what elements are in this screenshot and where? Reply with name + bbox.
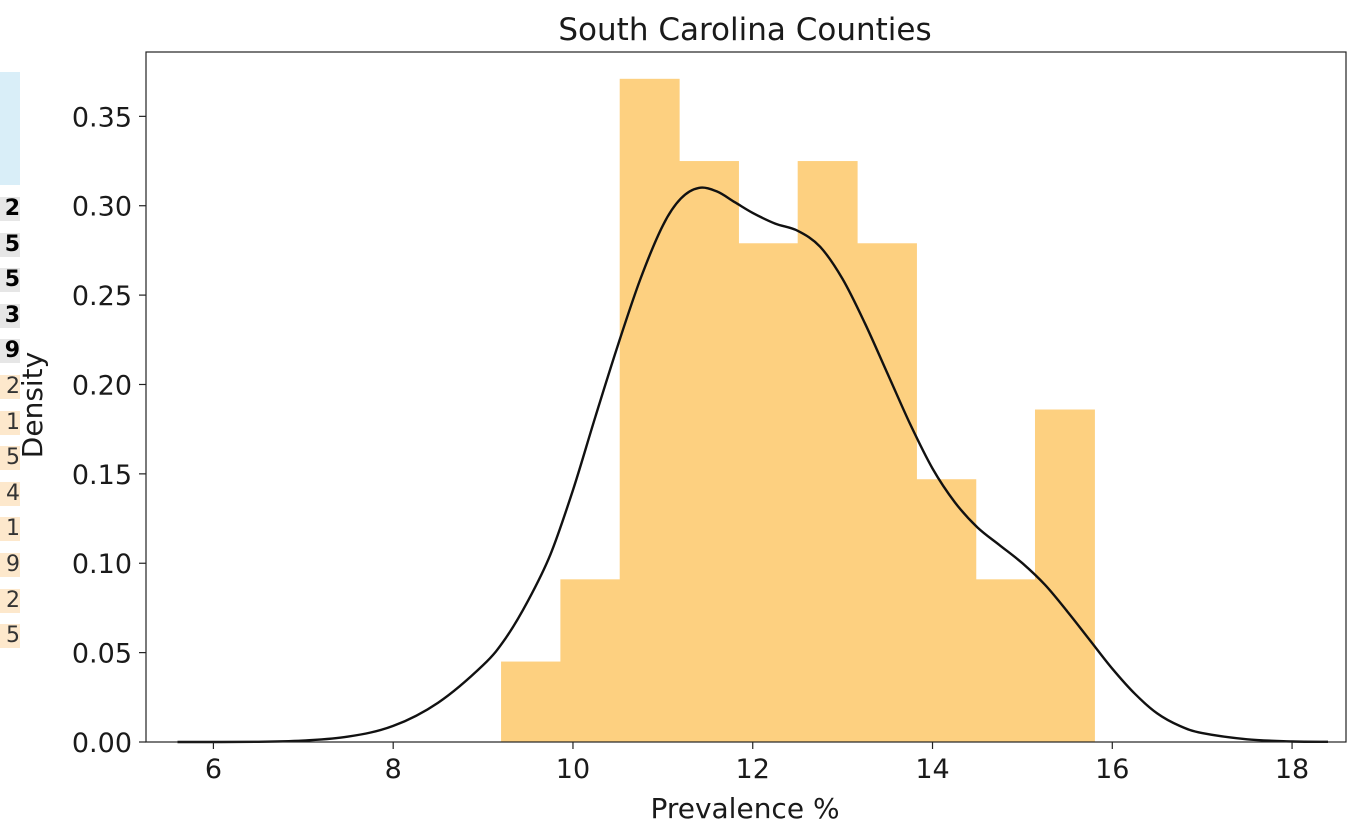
x-tick-label: 10 xyxy=(556,754,590,785)
x-tick-label: 14 xyxy=(915,754,949,785)
background-table-cell: 2 xyxy=(0,375,20,399)
background-table-cell: 5 xyxy=(0,232,20,257)
background-table-cell: 3 xyxy=(0,303,20,328)
background-table-cell: 1 xyxy=(0,517,20,542)
y-tick-label: 0.25 xyxy=(72,281,132,312)
y-tick-label: 0.35 xyxy=(72,102,132,133)
histogram-bar xyxy=(1034,409,1095,742)
histogram-bar xyxy=(797,161,858,743)
x-tick-label: 6 xyxy=(205,754,222,785)
histogram-bar xyxy=(916,479,977,742)
background-table-cell: 2 xyxy=(0,588,20,613)
histogram-bar xyxy=(857,243,917,743)
histogram-bar xyxy=(501,661,561,742)
x-axis-label: Prevalence % xyxy=(650,792,839,825)
y-axis-label: Density xyxy=(16,352,49,458)
plot-frame xyxy=(145,51,1347,743)
kde-curve xyxy=(177,186,1329,744)
histogram-bar xyxy=(975,579,1036,742)
x-tick-label: 18 xyxy=(1275,754,1309,785)
background-table: 2 5 5 3 9 2 1 5 4 1 9 2 5 xyxy=(0,0,20,826)
y-tick-label: 0.00 xyxy=(72,728,132,759)
y-axis-ticks: 0.00 0.05 0.10 0.15 0.20 0.25 0.30 0.35 xyxy=(72,102,146,759)
background-table-cell: 5 xyxy=(0,268,20,293)
histogram-bar xyxy=(738,243,799,743)
x-axis-ticks: 6 8 10 12 14 16 18 xyxy=(205,742,1309,785)
background-table-cell: 2 xyxy=(0,197,20,221)
y-tick-label: 0.20 xyxy=(72,370,132,401)
background-table-cell: 5 xyxy=(0,624,20,649)
y-tick-label: 0.30 xyxy=(72,192,132,223)
chart-title: South Carolina Counties xyxy=(558,12,931,48)
x-tick-label: 12 xyxy=(736,754,770,785)
background-table-cell: 9 xyxy=(0,553,20,577)
background-table-cell: 5 xyxy=(0,446,20,471)
background-table-header xyxy=(0,72,20,185)
background-table-cell: 9 xyxy=(0,339,20,364)
y-tick-label: 0.15 xyxy=(72,460,132,491)
histogram-bar xyxy=(619,78,680,742)
background-table-cell: 4 xyxy=(0,481,20,506)
background-table-cell: 1 xyxy=(0,410,20,435)
x-tick-label: 8 xyxy=(385,754,402,785)
y-tick-label: 0.10 xyxy=(72,549,132,580)
y-tick-label: 0.05 xyxy=(72,639,132,670)
histogram-bar xyxy=(560,579,621,742)
histogram-bar xyxy=(679,161,739,743)
x-tick-label: 16 xyxy=(1095,754,1129,785)
histogram-bars xyxy=(501,78,1095,743)
